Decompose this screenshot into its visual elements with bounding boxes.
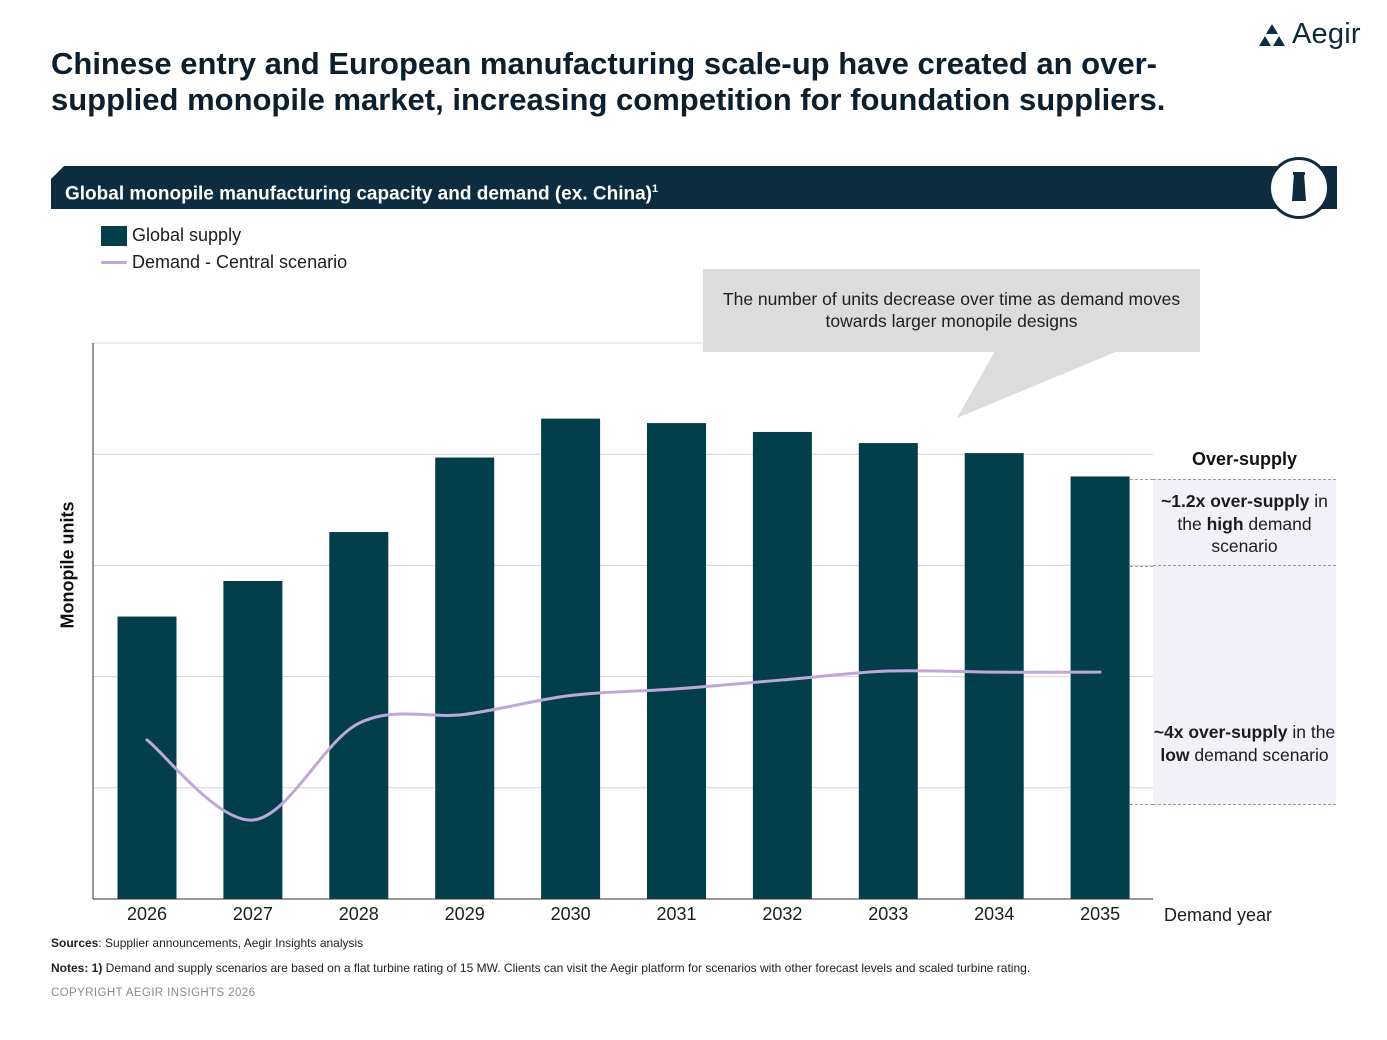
supply-bar-2027 xyxy=(223,580,283,899)
x-tick-label-2029: 2029 xyxy=(445,904,485,924)
x-tick-label-2026: 2026 xyxy=(127,904,167,924)
sources-note: Sources: Supplier announcements, Aegir I… xyxy=(51,936,363,950)
oversupply-low-scenario: low xyxy=(1160,744,1190,765)
x-tick-label-2027: 2027 xyxy=(233,904,273,924)
oversupply-title: Over-supply xyxy=(1191,449,1298,469)
oversupply-low-connector: in the xyxy=(1287,722,1336,742)
legend-item-demand: Demand - Central scenario xyxy=(101,249,347,276)
page-headline: Chinese entry and European manufacturing… xyxy=(51,46,1166,117)
footnote: Notes: 1) Demand and supply scenarios ar… xyxy=(51,961,1030,975)
logo-text: Aegir xyxy=(1292,18,1361,50)
x-tick-label-2034: 2034 xyxy=(974,904,1014,924)
callout-box: The number of units decrease over time a… xyxy=(703,269,1200,352)
oversupply-high-suffix: demand scenario xyxy=(1211,513,1312,557)
legend-label-demand: Demand - Central scenario xyxy=(132,252,348,272)
x-axis-label: Demand year xyxy=(1164,905,1273,925)
x-tick-label-2030: 2030 xyxy=(551,904,591,924)
y-axis-label: Monopile units xyxy=(57,501,78,629)
legend-swatch-demand xyxy=(101,261,127,264)
monopile-icon-shape xyxy=(1292,172,1306,201)
oversupply-low-ratio: ~4x over-supply xyxy=(1153,722,1288,742)
supply-bar-2032 xyxy=(752,431,812,899)
supply-bar-2034 xyxy=(964,453,1024,899)
aegir-logo-icon xyxy=(1259,23,1285,46)
copyright: COPYRIGHT AEGIR INSIGHTS 2026 xyxy=(51,987,256,999)
oversupply-high-connector: in the xyxy=(1177,491,1328,534)
oversupply-high-ratio: ~1.2x over-supply xyxy=(1161,491,1310,511)
demand-line xyxy=(145,669,1102,822)
x-tick-label-2033: 2033 xyxy=(868,904,908,924)
supply-bar-2029 xyxy=(435,457,495,899)
section-header: Global monopile manufacturing capacity a… xyxy=(51,166,1337,209)
oversupply-guide-top xyxy=(1130,479,1153,480)
supply-bar-2035 xyxy=(1070,476,1130,899)
footnote-marker: 1 xyxy=(651,183,659,195)
oversupply-guide-mid xyxy=(1130,566,1153,567)
oversupply-high-text: ~1.2x over-supply in the high demand sce… xyxy=(1153,480,1336,558)
notes-label: Notes: 1) xyxy=(51,961,103,975)
monopile-icon xyxy=(1268,157,1330,219)
notes-text: Demand and supply scenarios are based on… xyxy=(102,961,1031,975)
oversupply-low-suffix: demand scenario xyxy=(1189,744,1329,765)
legend-swatch-supply xyxy=(101,225,127,246)
supply-bar-2026 xyxy=(117,616,177,899)
oversupply-guide-bottom xyxy=(1130,804,1153,805)
section-title-text: Global monopile manufacturing capacity a… xyxy=(65,183,652,205)
callout-text: The number of units decrease over time a… xyxy=(722,289,1181,331)
sources-text: : Supplier announcements, Aegir Insights… xyxy=(98,936,364,950)
sources-label: Sources xyxy=(51,936,99,950)
supply-bar-2030 xyxy=(541,418,601,899)
aegir-logo: Aegir xyxy=(1258,18,1361,51)
oversupply-high-box: ~1.2x over-supply in the high demand sce… xyxy=(1153,479,1336,566)
chart-legend: Global supply Demand - Central scenario xyxy=(101,222,347,276)
legend-label-supply: Global supply xyxy=(132,225,242,245)
x-tick-label-2028: 2028 xyxy=(339,904,379,924)
legend-item-supply: Global supply xyxy=(101,222,347,249)
oversupply-low-text: ~4x over-supply in the low demand scenar… xyxy=(1153,721,1336,766)
oversupply-low-box: ~4x over-supply in the low demand scenar… xyxy=(1153,566,1336,805)
x-tick-label-2031: 2031 xyxy=(656,904,696,924)
x-tick-label-2032: 2032 xyxy=(762,904,802,924)
x-tick-label-2035: 2035 xyxy=(1080,904,1120,924)
section-title: Global monopile manufacturing capacity a… xyxy=(65,178,658,205)
supply-bar-2031 xyxy=(647,423,706,899)
oversupply-high-scenario: high xyxy=(1206,513,1244,534)
